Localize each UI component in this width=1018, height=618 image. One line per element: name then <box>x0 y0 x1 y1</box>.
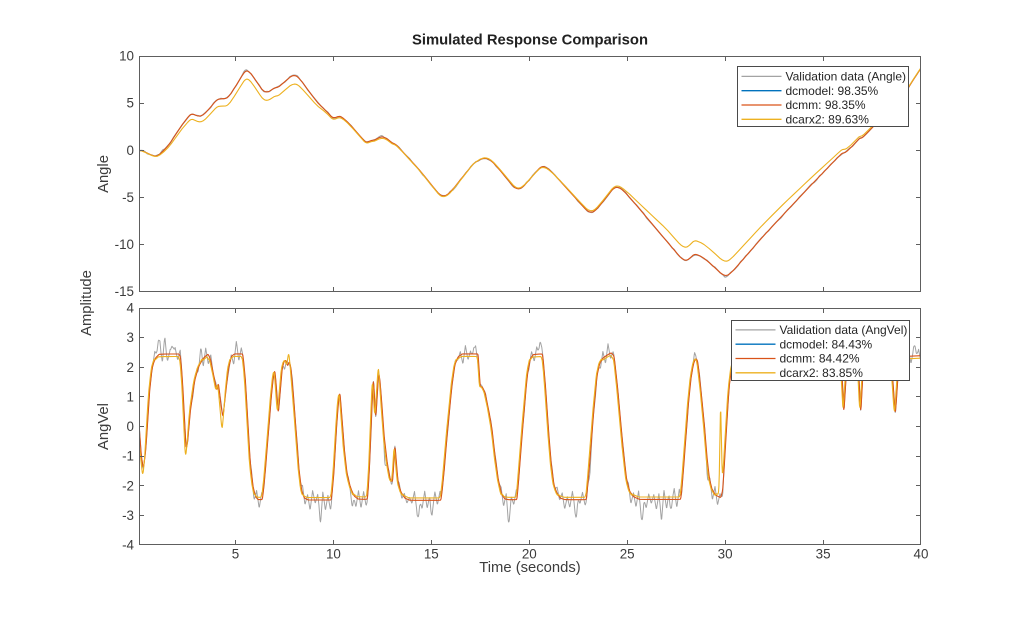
svg-text:0: 0 <box>127 419 134 434</box>
svg-text:Validation data (Angle): Validation data (Angle) <box>786 70 907 84</box>
svg-text:0: 0 <box>127 143 134 158</box>
svg-text:Time (seconds): Time (seconds) <box>479 560 580 576</box>
svg-text:Simulated Response Comparison: Simulated Response Comparison <box>412 33 648 49</box>
svg-text:Validation data (AngVel): Validation data (AngVel) <box>780 323 908 337</box>
svg-text:40: 40 <box>914 547 929 562</box>
svg-text:10: 10 <box>119 49 134 64</box>
svg-text:-1: -1 <box>122 449 134 464</box>
svg-text:1: 1 <box>127 390 134 405</box>
svg-text:dcmodel: 84.43%: dcmodel: 84.43% <box>780 337 873 351</box>
svg-text:dcmodel: 98.35%: dcmodel: 98.35% <box>786 84 879 98</box>
svg-text:dcarx2: 83.85%: dcarx2: 83.85% <box>780 366 864 380</box>
svg-text:Angle: Angle <box>96 155 112 193</box>
svg-text:5: 5 <box>232 547 239 562</box>
svg-text:20: 20 <box>522 547 537 562</box>
svg-text:-4: -4 <box>122 538 134 553</box>
svg-text:5: 5 <box>127 96 134 111</box>
svg-text:2: 2 <box>127 360 134 375</box>
svg-text:35: 35 <box>816 547 831 562</box>
svg-text:-3: -3 <box>122 508 134 523</box>
svg-text:-10: -10 <box>115 237 134 252</box>
svg-text:30: 30 <box>718 547 733 562</box>
svg-text:dcmm: 98.35%: dcmm: 98.35% <box>786 98 866 112</box>
svg-text:15: 15 <box>424 547 439 562</box>
svg-text:AngVel: AngVel <box>96 403 112 450</box>
svg-text:25: 25 <box>620 547 635 562</box>
svg-text:4: 4 <box>127 301 135 316</box>
svg-text:3: 3 <box>127 330 134 345</box>
svg-text:10: 10 <box>326 547 341 562</box>
svg-text:Amplitude: Amplitude <box>79 270 95 336</box>
svg-text:-2: -2 <box>122 478 134 493</box>
svg-text:dcarx2: 89.63%: dcarx2: 89.63% <box>786 113 870 127</box>
svg-text:-5: -5 <box>122 190 134 205</box>
svg-text:dcmm: 84.42%: dcmm: 84.42% <box>780 352 860 366</box>
svg-text:-15: -15 <box>115 284 134 299</box>
